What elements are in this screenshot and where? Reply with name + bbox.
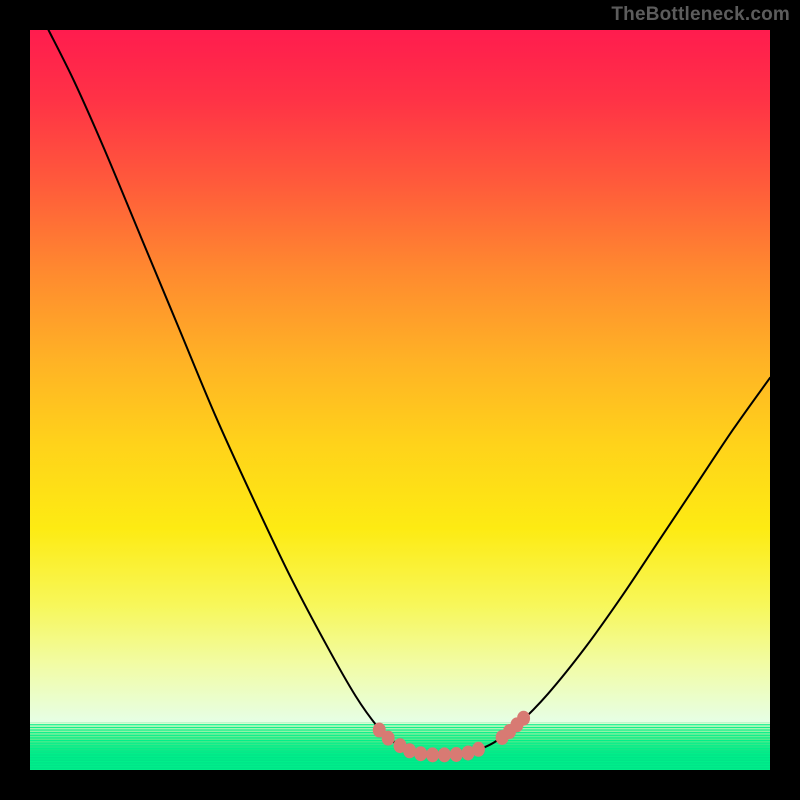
curve-marker (517, 711, 530, 726)
plot-background-gradient (30, 30, 770, 723)
chart-svg (0, 0, 800, 800)
curve-marker (472, 742, 485, 757)
curve-marker (438, 747, 451, 762)
bottleneck-chart: TheBottleneck.com (0, 0, 800, 800)
attribution-text: TheBottleneck.com (611, 4, 790, 26)
curve-marker (403, 743, 416, 758)
curve-marker (450, 747, 463, 762)
curve-marker (414, 746, 427, 761)
curve-marker (382, 731, 395, 746)
curve-marker (426, 747, 439, 762)
